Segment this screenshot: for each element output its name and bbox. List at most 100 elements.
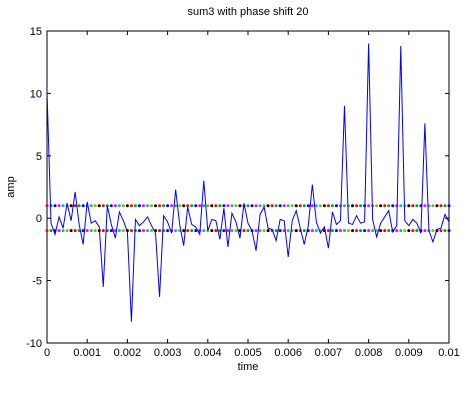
data-point bbox=[186, 229, 190, 233]
data-point bbox=[117, 204, 121, 208]
data-point bbox=[351, 204, 355, 208]
data-point bbox=[190, 204, 194, 208]
data-point bbox=[375, 229, 379, 233]
data-point bbox=[194, 204, 198, 208]
data-point bbox=[93, 229, 97, 233]
data-point bbox=[129, 204, 133, 208]
data-point bbox=[375, 204, 379, 208]
y-tick-label: 5 bbox=[36, 151, 42, 163]
x-axis-label: time bbox=[238, 361, 259, 373]
data-point bbox=[274, 229, 278, 233]
data-point bbox=[399, 229, 403, 233]
data-point bbox=[210, 229, 214, 233]
data-point bbox=[166, 204, 170, 208]
data-point bbox=[81, 204, 85, 208]
data-point bbox=[334, 204, 338, 208]
data-point bbox=[262, 229, 266, 233]
axis-layer: 0 0.001 0.002 0.003 0.004 0.005 0.006 0.007 0.00… bbox=[26, 26, 460, 359]
data-point bbox=[359, 204, 363, 208]
data-point bbox=[49, 229, 53, 233]
data-point bbox=[447, 204, 451, 208]
y-tick-label: 10 bbox=[30, 88, 42, 100]
y-tick-label: 15 bbox=[30, 26, 42, 38]
data-point bbox=[411, 229, 415, 233]
x-tick-label: 0 bbox=[44, 347, 50, 359]
data-point bbox=[146, 204, 149, 208]
series-layer bbox=[45, 43, 451, 322]
x-tick-label: 0.005 bbox=[234, 347, 262, 359]
data-point bbox=[306, 204, 310, 208]
data-point bbox=[206, 204, 210, 208]
data-point bbox=[278, 229, 282, 233]
data-point bbox=[286, 229, 290, 233]
data-point bbox=[218, 204, 222, 208]
data-point bbox=[93, 204, 97, 208]
data-point bbox=[330, 204, 334, 208]
data-point bbox=[133, 204, 137, 208]
data-point bbox=[387, 229, 391, 233]
data-point bbox=[407, 229, 411, 233]
y-axis-label: amp bbox=[5, 176, 17, 197]
data-point bbox=[246, 229, 250, 233]
data-point bbox=[286, 204, 290, 208]
data-point bbox=[439, 229, 443, 233]
data-point bbox=[57, 204, 61, 208]
data-point bbox=[214, 229, 218, 233]
data-point bbox=[330, 229, 334, 233]
data-point bbox=[395, 229, 399, 233]
data-point bbox=[141, 204, 145, 208]
data-point bbox=[162, 204, 166, 208]
data-point bbox=[258, 229, 262, 233]
data-point bbox=[182, 204, 186, 208]
data-point bbox=[158, 204, 162, 208]
data-point bbox=[210, 204, 214, 208]
data-point bbox=[298, 204, 302, 208]
data-point bbox=[423, 229, 427, 233]
data-point bbox=[186, 204, 190, 208]
data-point bbox=[146, 229, 149, 233]
data-point bbox=[439, 204, 443, 208]
data-point bbox=[322, 204, 326, 208]
data-point bbox=[314, 204, 318, 208]
data-point bbox=[230, 204, 234, 208]
data-point bbox=[202, 204, 206, 208]
data-point bbox=[69, 204, 73, 208]
data-point bbox=[226, 229, 230, 233]
x-tick-label: 0.01 bbox=[438, 347, 459, 359]
data-point bbox=[230, 229, 234, 233]
data-point bbox=[45, 229, 49, 233]
data-point bbox=[371, 229, 375, 233]
x-tick-label: 0.007 bbox=[315, 347, 343, 359]
data-point bbox=[222, 229, 226, 233]
data-point bbox=[447, 229, 451, 233]
data-point bbox=[194, 229, 198, 233]
data-point bbox=[359, 229, 363, 233]
data-point bbox=[125, 204, 129, 208]
data-point bbox=[314, 229, 318, 233]
data-point bbox=[137, 204, 141, 208]
data-point bbox=[302, 204, 306, 208]
data-point bbox=[246, 204, 250, 208]
x-tick-label: 0.008 bbox=[355, 347, 383, 359]
data-point bbox=[222, 204, 226, 208]
data-point bbox=[166, 229, 170, 233]
chart-title: sum3 with phase shift 20 bbox=[187, 6, 308, 18]
data-point bbox=[310, 229, 314, 233]
data-point bbox=[154, 204, 158, 208]
data-point bbox=[69, 229, 73, 233]
data-point bbox=[234, 229, 238, 233]
data-point bbox=[407, 204, 411, 208]
data-point bbox=[266, 229, 270, 233]
data-point bbox=[89, 204, 93, 208]
data-point bbox=[423, 204, 427, 208]
dotted-line-1 bbox=[45, 204, 451, 208]
data-point bbox=[65, 229, 69, 233]
x-tick-label: 0.001 bbox=[73, 347, 101, 359]
data-point bbox=[282, 204, 286, 208]
data-point bbox=[226, 204, 230, 208]
data-point bbox=[262, 204, 266, 208]
data-point bbox=[302, 229, 306, 233]
data-point bbox=[234, 204, 238, 208]
y-tick-label: 0 bbox=[36, 213, 42, 225]
